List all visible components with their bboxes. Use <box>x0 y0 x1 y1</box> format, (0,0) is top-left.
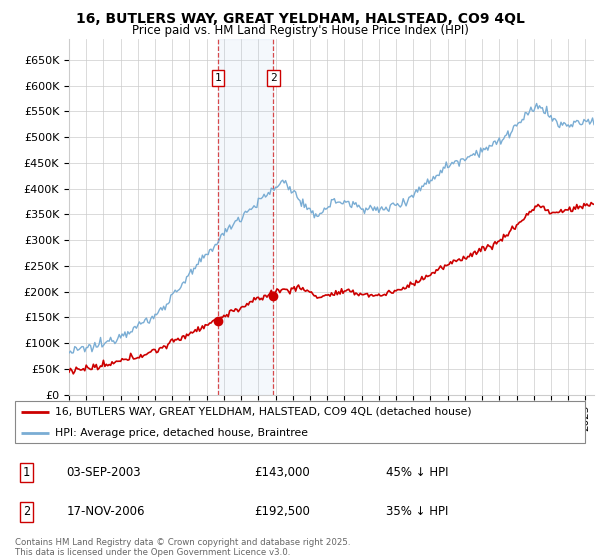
Text: 1: 1 <box>215 73 221 83</box>
Text: £143,000: £143,000 <box>254 466 310 479</box>
Text: Price paid vs. HM Land Registry's House Price Index (HPI): Price paid vs. HM Land Registry's House … <box>131 24 469 36</box>
Text: £192,500: £192,500 <box>254 505 310 518</box>
Text: 1: 1 <box>23 466 30 479</box>
FancyBboxPatch shape <box>15 401 585 444</box>
Text: 2: 2 <box>270 73 277 83</box>
Text: HPI: Average price, detached house, Braintree: HPI: Average price, detached house, Brai… <box>55 428 308 438</box>
Text: 17-NOV-2006: 17-NOV-2006 <box>67 505 145 518</box>
Text: Contains HM Land Registry data © Crown copyright and database right 2025.
This d: Contains HM Land Registry data © Crown c… <box>15 538 350 557</box>
Text: 16, BUTLERS WAY, GREAT YELDHAM, HALSTEAD, CO9 4QL: 16, BUTLERS WAY, GREAT YELDHAM, HALSTEAD… <box>76 12 524 26</box>
Bar <box>218 39 274 395</box>
Text: 03-SEP-2003: 03-SEP-2003 <box>67 466 142 479</box>
Text: 45% ↓ HPI: 45% ↓ HPI <box>386 466 449 479</box>
Text: 2: 2 <box>23 505 30 518</box>
Text: 35% ↓ HPI: 35% ↓ HPI <box>386 505 449 518</box>
Text: 16, BUTLERS WAY, GREAT YELDHAM, HALSTEAD, CO9 4QL (detached house): 16, BUTLERS WAY, GREAT YELDHAM, HALSTEAD… <box>55 407 472 417</box>
